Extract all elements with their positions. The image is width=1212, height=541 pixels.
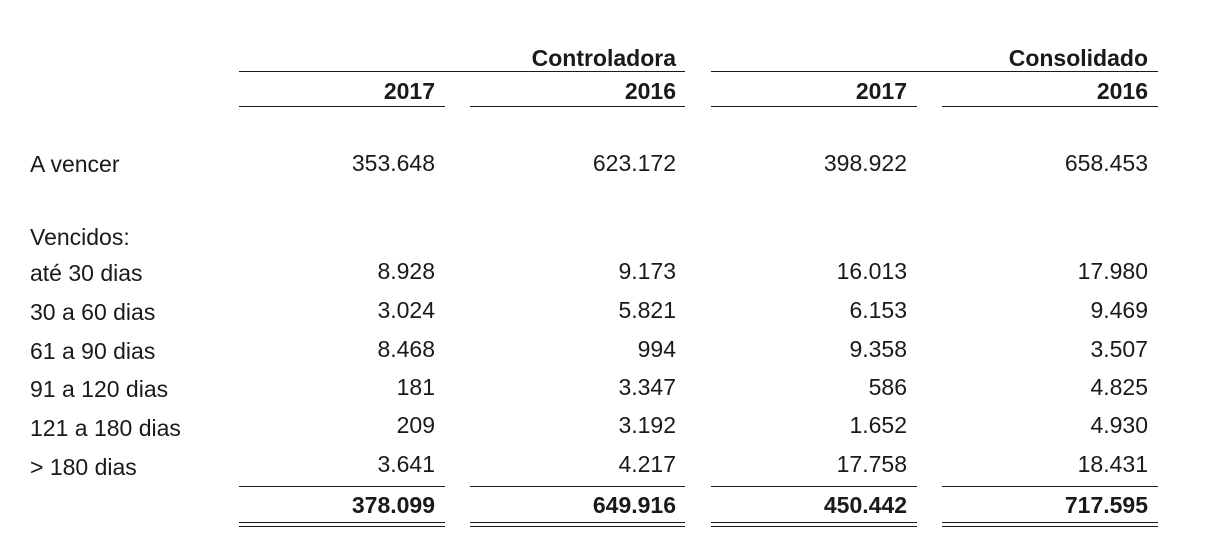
total-rule: [239, 486, 445, 487]
year-header: 2016: [624, 78, 676, 104]
row-label: A vencer: [30, 151, 120, 177]
cell-value: 586: [868, 374, 907, 400]
cell-value: 5.821: [618, 297, 676, 323]
cell-value: 658.453: [1064, 150, 1148, 176]
row-label: > 180 dias: [30, 454, 137, 480]
cell-value: 17.758: [836, 451, 907, 477]
year-header: 2017: [383, 78, 435, 104]
cell-value: 16.013: [836, 258, 907, 284]
total-value: 649.916: [592, 492, 676, 518]
cell-value: 3.507: [1090, 336, 1148, 362]
cell-value: 6.153: [849, 297, 907, 323]
group-header-controladora: Controladora: [531, 45, 676, 71]
total-rule: [711, 486, 917, 487]
cell-value: 8.928: [377, 258, 435, 284]
cell-value: 9.469: [1090, 297, 1148, 323]
total-rule: [942, 486, 1158, 487]
cell-value: 8.468: [377, 336, 435, 362]
group-header-consolidado: Consolidado: [1008, 45, 1148, 71]
row-label: 61 a 90 dias: [30, 338, 156, 364]
row-label: Vencidos:: [30, 224, 130, 250]
cell-value: 3.347: [618, 374, 676, 400]
total-value: 717.595: [1064, 492, 1148, 518]
total-rule: [470, 486, 685, 487]
cell-value: 9.173: [618, 258, 676, 284]
year-header: 2016: [1096, 78, 1148, 104]
cell-value: 994: [637, 336, 676, 362]
total-double-rule: [942, 522, 1158, 527]
year-header-rule: [942, 106, 1158, 107]
cell-value: 18.431: [1077, 451, 1148, 477]
row-label: 121 a 180 dias: [30, 415, 181, 441]
cell-value: 623.172: [592, 150, 676, 176]
cell-value: 353.648: [351, 150, 435, 176]
row-label: 91 a 120 dias: [30, 376, 169, 402]
cell-value: 4.825: [1090, 374, 1148, 400]
total-value: 378.099: [351, 492, 435, 518]
cell-value: 17.980: [1077, 258, 1148, 284]
year-header-rule: [711, 106, 917, 107]
cell-value: 9.358: [849, 336, 907, 362]
cell-value: 3.641: [377, 451, 435, 477]
total-double-rule: [470, 522, 685, 527]
cell-value: 398.922: [823, 150, 907, 176]
total-double-rule: [239, 522, 445, 527]
cell-value: 181: [396, 374, 435, 400]
group-header-rule: [711, 71, 1158, 72]
cell-value: 3.192: [618, 412, 676, 438]
total-value: 450.442: [823, 492, 907, 518]
cell-value: 1.652: [849, 412, 907, 438]
total-double-rule: [711, 522, 917, 527]
cell-value: 4.217: [618, 451, 676, 477]
cell-value: 3.024: [377, 297, 435, 323]
year-header-rule: [470, 106, 685, 107]
row-label: até 30 dias: [30, 260, 143, 286]
row-label: 30 a 60 dias: [30, 299, 156, 325]
year-header-rule: [239, 106, 445, 107]
cell-value: 209: [396, 412, 435, 438]
group-header-rule: [239, 71, 685, 72]
cell-value: 4.930: [1090, 412, 1148, 438]
year-header: 2017: [855, 78, 907, 104]
